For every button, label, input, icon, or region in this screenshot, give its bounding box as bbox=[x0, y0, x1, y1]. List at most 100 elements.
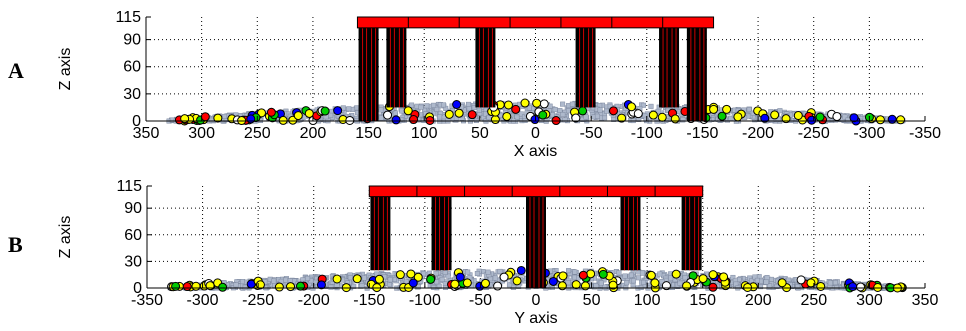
post-body bbox=[686, 27, 707, 122]
particle bbox=[636, 275, 642, 281]
x-tick-label: 150 bbox=[355, 125, 382, 142]
particle bbox=[560, 101, 566, 107]
post-body bbox=[526, 196, 546, 288]
particle-marker bbox=[832, 111, 842, 121]
particle bbox=[439, 276, 445, 282]
particle bbox=[483, 111, 489, 117]
particle-marker bbox=[493, 281, 503, 291]
particle-marker bbox=[816, 281, 826, 291]
particle bbox=[346, 106, 352, 112]
particle bbox=[827, 280, 833, 286]
x-tick-label: -200 bbox=[742, 125, 774, 142]
particle-marker bbox=[395, 270, 405, 280]
particle bbox=[506, 282, 512, 288]
particle bbox=[560, 112, 566, 118]
particle bbox=[361, 275, 367, 281]
support-post bbox=[575, 27, 596, 108]
x-tick-label: 50 bbox=[471, 125, 489, 142]
particle bbox=[602, 115, 608, 121]
particle bbox=[465, 101, 471, 107]
deck-body bbox=[368, 185, 704, 198]
particle bbox=[399, 108, 405, 114]
support-post bbox=[431, 196, 452, 271]
particle-marker bbox=[333, 106, 343, 116]
particle-marker bbox=[657, 112, 667, 122]
particle-marker bbox=[450, 279, 460, 289]
particle bbox=[437, 114, 443, 120]
panel-letter-a: A bbox=[8, 58, 24, 83]
particle-marker bbox=[627, 102, 637, 112]
particle bbox=[378, 107, 384, 113]
particle-marker bbox=[320, 106, 330, 116]
x-tick-label: -350 bbox=[131, 292, 163, 309]
particle bbox=[497, 268, 503, 274]
particle bbox=[754, 277, 760, 283]
particle-marker bbox=[770, 110, 780, 120]
particle-marker bbox=[538, 110, 548, 120]
particle-marker bbox=[875, 115, 885, 125]
particle-marker bbox=[304, 108, 314, 118]
x-tick-label: -150 bbox=[686, 125, 718, 142]
particle bbox=[648, 103, 654, 109]
particle-marker bbox=[578, 106, 588, 116]
particle bbox=[624, 280, 630, 286]
particle bbox=[549, 112, 555, 118]
particle-marker bbox=[444, 109, 454, 119]
particle-marker bbox=[512, 276, 522, 286]
particle-marker bbox=[532, 98, 542, 108]
particle bbox=[583, 114, 589, 120]
particle-marker bbox=[698, 274, 708, 284]
particle-marker bbox=[480, 278, 490, 288]
particle-marker bbox=[286, 282, 296, 292]
particle bbox=[415, 284, 421, 290]
panel-letter-b: B bbox=[8, 232, 23, 257]
particle bbox=[421, 271, 427, 277]
particle-marker bbox=[580, 281, 590, 291]
particle-marker bbox=[650, 278, 660, 288]
particle-marker bbox=[558, 271, 568, 281]
particle bbox=[604, 108, 610, 114]
particle-marker bbox=[708, 270, 718, 280]
support-post bbox=[681, 196, 702, 271]
y-tick-label: 115 bbox=[116, 178, 142, 195]
particle-marker bbox=[425, 115, 435, 125]
particle bbox=[518, 111, 524, 117]
particle-marker bbox=[408, 278, 418, 288]
deck-body bbox=[356, 16, 715, 29]
particle bbox=[594, 113, 600, 119]
particle bbox=[593, 283, 599, 289]
particle-marker bbox=[548, 276, 558, 286]
particle-marker bbox=[455, 272, 465, 282]
particle-marker bbox=[409, 115, 419, 125]
particle-marker bbox=[571, 280, 581, 290]
particle bbox=[387, 277, 393, 283]
particle bbox=[222, 113, 228, 119]
particle-marker bbox=[345, 115, 355, 125]
particle-marker bbox=[467, 110, 477, 120]
particle bbox=[433, 270, 439, 276]
particle bbox=[514, 114, 520, 120]
x-axis-label: Y axis bbox=[514, 310, 557, 327]
particle-marker bbox=[648, 110, 658, 120]
support-post bbox=[475, 27, 496, 108]
particle bbox=[552, 107, 558, 113]
x-tick-label: 300 bbox=[188, 125, 215, 142]
particle bbox=[434, 106, 440, 112]
particle-marker bbox=[503, 100, 513, 110]
post-body bbox=[386, 27, 407, 108]
particle-marker bbox=[670, 114, 680, 124]
particle bbox=[351, 283, 357, 289]
y-tick-label: 115 bbox=[115, 9, 141, 26]
particle-marker bbox=[848, 282, 858, 292]
particle bbox=[359, 282, 365, 288]
particle-marker bbox=[332, 274, 342, 284]
particle bbox=[511, 284, 517, 290]
particle bbox=[795, 284, 801, 290]
particle-marker bbox=[452, 100, 462, 110]
x-tick-label: 200 bbox=[300, 125, 327, 142]
particle bbox=[677, 280, 683, 286]
particle bbox=[486, 114, 492, 120]
particle-marker bbox=[849, 113, 859, 123]
particle bbox=[639, 270, 645, 276]
